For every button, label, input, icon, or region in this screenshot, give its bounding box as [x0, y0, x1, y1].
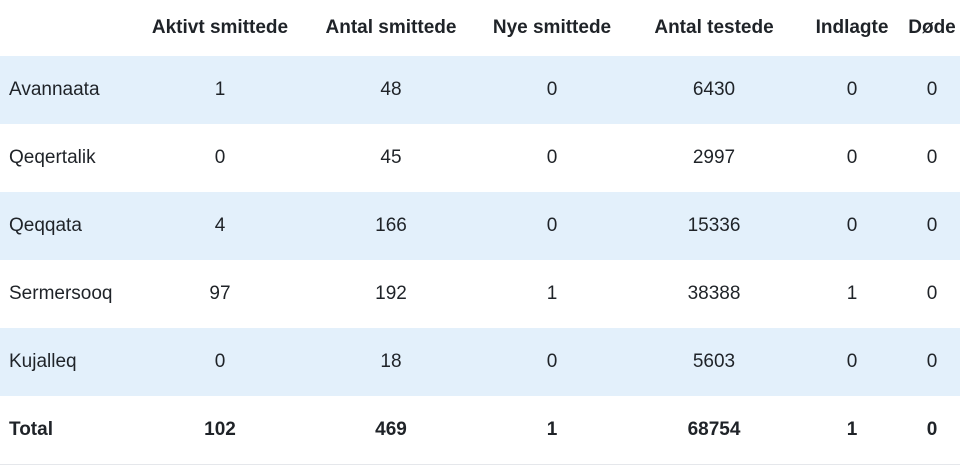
total-antal-testede: 68754	[628, 396, 800, 465]
header-doede: Døde	[908, 17, 956, 38]
cell-nye-smittede: 0	[546, 147, 558, 168]
cell-antal-smittede: 45	[380, 147, 402, 168]
cell-nye-smittede: 0	[476, 328, 628, 396]
cell-nye-smittede: 0	[476, 56, 628, 124]
cell-aktivt-smittede: 1	[134, 56, 306, 124]
total-indlagte: 1	[800, 396, 904, 465]
cell-doede: 0	[926, 283, 938, 304]
cell-doede: 0	[926, 147, 938, 168]
cell-nye-smittede: 0	[476, 192, 628, 260]
region-name: Qeqqata	[0, 192, 134, 260]
cell-indlagte: 0	[846, 147, 858, 168]
table-row: Sermersooq 97 192 1 38388 1 0	[0, 260, 960, 328]
cell-aktivt-smittede: 97	[209, 283, 231, 304]
cell-antal-testede: 15336	[628, 192, 800, 260]
cell-antal-testede: 5603	[628, 328, 800, 396]
table-header: Aktivt smittede Antal smittede Nye smitt…	[0, 0, 960, 56]
cell-doede: 0	[904, 328, 960, 396]
cell-indlagte: 1	[846, 283, 858, 304]
total-doede: 0	[904, 396, 960, 465]
total-antal-smittede: 469	[306, 396, 476, 465]
cell-aktivt-smittede: 0	[134, 328, 306, 396]
header-region	[0, 0, 134, 56]
total-nye-smittede: 1	[476, 396, 628, 465]
header-indlagte: Indlagte	[815, 17, 889, 38]
table-body: Avannaata 1 48 0 6430 0 0 Qeqertalik 0 4…	[0, 56, 960, 465]
header-antal-smittede: Antal smittede	[325, 17, 457, 38]
cell-aktivt-smittede: 0	[214, 147, 226, 168]
cell-doede: 0	[904, 192, 960, 260]
table-row: Qeqqata 4 166 0 15336 0 0	[0, 192, 960, 260]
cell-indlagte: 0	[800, 328, 904, 396]
cell-antal-testede: 6430	[628, 56, 800, 124]
total-aktivt-smittede: 102	[134, 396, 306, 465]
total-row: Total 102 469 1 68754 1 0	[0, 396, 960, 465]
cell-antal-smittede: 48	[306, 56, 476, 124]
cell-indlagte: 0	[800, 192, 904, 260]
cell-doede: 0	[904, 56, 960, 124]
cell-antal-smittede: 192	[375, 283, 407, 304]
region-name: Avannaata	[0, 56, 134, 124]
cell-nye-smittede: 1	[546, 283, 558, 304]
region-name: Qeqertalik	[9, 147, 96, 168]
cell-aktivt-smittede: 4	[134, 192, 306, 260]
cell-indlagte: 0	[800, 56, 904, 124]
cell-antal-smittede: 166	[306, 192, 476, 260]
region-name: Sermersooq	[9, 283, 113, 304]
table-row: Qeqertalik 0 45 0 2997 0 0	[0, 124, 960, 192]
header-row: Aktivt smittede Antal smittede Nye smitt…	[0, 0, 960, 56]
region-name: Kujalleq	[0, 328, 134, 396]
cell-antal-testede: 38388	[687, 283, 741, 304]
cell-antal-smittede: 18	[306, 328, 476, 396]
table-row: Kujalleq 0 18 0 5603 0 0	[0, 328, 960, 396]
header-nye-smittede: Nye smittede	[492, 17, 612, 38]
total-label: Total	[0, 396, 134, 465]
table-row: Avannaata 1 48 0 6430 0 0	[0, 56, 960, 124]
header-antal-testede: Antal testede	[654, 17, 774, 38]
cell-antal-testede: 2997	[692, 147, 736, 168]
header-aktivt-smittede: Aktivt smittede	[151, 17, 289, 38]
